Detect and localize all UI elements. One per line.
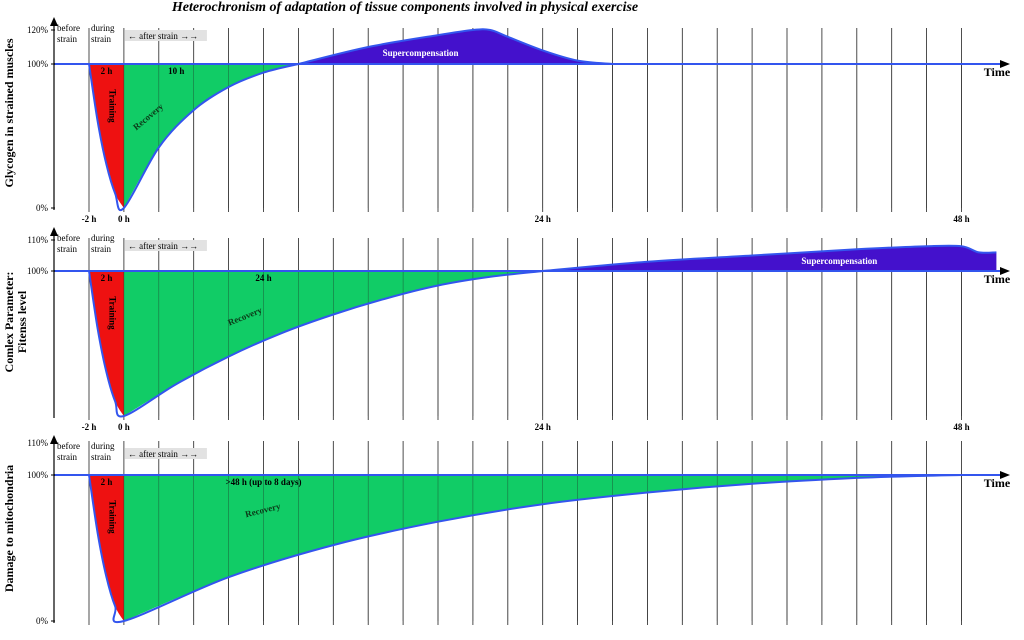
- adaptation-curve: [88, 474, 962, 624]
- training-area: [89, 271, 124, 416]
- y-axis-arrow-head: [50, 227, 58, 236]
- gridlines-overlay: [123, 475, 962, 621]
- after-strain-badge: [124, 448, 207, 459]
- y-tick-label: 0%: [36, 203, 49, 213]
- supercompensation-area: [542, 245, 997, 271]
- before-strain-label: before: [57, 441, 80, 451]
- gridlines-overlay: [123, 271, 962, 416]
- y-axis-label: Glycogen in strained muscles: [2, 38, 16, 187]
- x-tick-label: -2 h: [82, 214, 97, 224]
- during-strain-label: during: [91, 441, 115, 451]
- supercompensation-area: [298, 29, 613, 64]
- training-area: [89, 475, 124, 621]
- during-strain-label: strain: [91, 34, 111, 44]
- after-strain-badge: [124, 30, 207, 41]
- supercompensation-label: Supercompensation: [801, 256, 877, 266]
- chart-title: Heterochronism of adaptation of tissue c…: [171, 0, 638, 15]
- training-label: Training: [107, 296, 117, 330]
- before-strain-label: strain: [57, 452, 77, 462]
- y-axis-label: Damage to mitochondria: [2, 465, 16, 592]
- y-tick-label: 100%: [27, 470, 49, 480]
- before-strain-label: strain: [57, 244, 77, 254]
- time-arrow-head: [1000, 267, 1010, 275]
- y-axis-label: Comlex Parameter:: [2, 272, 16, 373]
- time-axis-label: Time: [984, 476, 1011, 490]
- recovery-duration-label: 10 h: [168, 66, 184, 76]
- after-strain-label: ← after strain →→: [128, 31, 198, 41]
- training-label: Training: [107, 89, 117, 123]
- x-tick-label: 48 h: [953, 422, 969, 432]
- time-arrow-head: [1000, 471, 1010, 479]
- before-strain-label: strain: [57, 34, 77, 44]
- supercompensation-label: Supercompensation: [383, 48, 459, 58]
- training-duration-label: 2 h: [101, 477, 113, 487]
- training-area: [89, 64, 124, 208]
- recovery-area: [123, 64, 299, 208]
- x-tick-label: -2 h: [82, 422, 97, 432]
- training-duration-label: 2 h: [101, 273, 113, 283]
- chart-panels: Glycogen in strained muscles 120% 100% 0% -2…: [2, 17, 1011, 626]
- before-strain-label: before: [57, 233, 80, 243]
- recovery-duration-label: >48 h (up to 8 days): [226, 477, 302, 487]
- time-arrow-head: [1000, 60, 1010, 68]
- x-tick-label: 48 h: [953, 214, 969, 224]
- x-tick-label: 0 h: [118, 422, 130, 432]
- supercompensation-curve: [298, 28, 613, 65]
- after-strain-label: ← after strain →→: [128, 241, 198, 251]
- panel-3: Damage to mitochondria110%100%0%beforest…: [2, 435, 1011, 626]
- panel-2: Comlex Parameter: Fitenss level 110% 100% -2…: [2, 227, 1011, 432]
- y-axis-label: Fitenss level: [15, 290, 29, 353]
- time-axis-label: Time: [984, 272, 1011, 286]
- x-tick-label: 24 h: [535, 422, 551, 432]
- x-tick-label: 24 h: [535, 214, 551, 224]
- y-tick-label: 100%: [27, 59, 49, 69]
- gridlines-overlay: [123, 64, 962, 208]
- y-tick-label: 0%: [36, 616, 49, 626]
- y-tick-label: 110%: [27, 438, 48, 448]
- after-strain-badge: [124, 240, 207, 251]
- supercompensation-curve: [542, 244, 997, 272]
- y-tick-label: 120%: [27, 25, 49, 35]
- y-tick-label: 110%: [27, 235, 48, 245]
- adaptation-curve: [88, 63, 299, 212]
- panel-1: Glycogen in strained muscles 120% 100% 0% -2…: [2, 17, 1011, 224]
- training-label: Training: [107, 500, 117, 534]
- before-strain-label: before: [57, 23, 80, 33]
- y-axis-arrow-head: [50, 17, 58, 26]
- recovery-duration-label: 24 h: [255, 273, 271, 283]
- during-strain-label: during: [91, 233, 115, 243]
- after-strain-label: ← after strain →→: [128, 449, 198, 459]
- y-tick-label: 100%: [27, 266, 49, 276]
- time-axis-label: Time: [984, 65, 1011, 79]
- adaptation-curve: [88, 270, 543, 418]
- during-strain-label: strain: [91, 244, 111, 254]
- x-tick-label: 0 h: [118, 214, 130, 224]
- during-strain-label: during: [91, 23, 115, 33]
- during-strain-label: strain: [91, 452, 111, 462]
- y-axis-arrow-head: [50, 435, 58, 444]
- training-duration-label: 2 h: [101, 66, 113, 76]
